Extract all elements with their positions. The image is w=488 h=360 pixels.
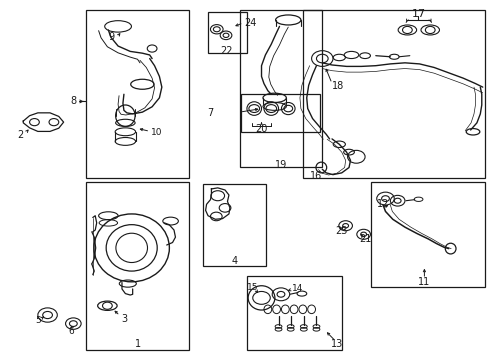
Bar <box>86 10 188 178</box>
Text: 1: 1 <box>134 339 141 349</box>
Text: 3: 3 <box>121 314 127 324</box>
Bar <box>302 10 484 178</box>
Text: 4: 4 <box>231 256 237 266</box>
Text: 21: 21 <box>358 234 370 244</box>
Text: 24: 24 <box>244 18 256 28</box>
Bar <box>207 12 246 53</box>
Text: 9: 9 <box>108 32 115 42</box>
Text: 22: 22 <box>219 46 232 56</box>
Text: 12: 12 <box>376 199 388 209</box>
Text: 20: 20 <box>255 124 267 134</box>
Bar <box>239 10 322 167</box>
Bar <box>246 276 341 350</box>
Bar <box>241 94 319 132</box>
Text: 11: 11 <box>417 277 429 287</box>
Text: 13: 13 <box>330 339 342 349</box>
Text: 10: 10 <box>151 128 163 137</box>
Text: 7: 7 <box>207 108 213 118</box>
Text: 17: 17 <box>411 9 425 19</box>
Text: 19: 19 <box>274 159 286 170</box>
Text: 16: 16 <box>310 171 322 181</box>
Text: 18: 18 <box>331 81 343 91</box>
Bar <box>370 182 484 287</box>
Bar <box>86 182 188 350</box>
Text: 14: 14 <box>291 284 303 293</box>
Text: 15: 15 <box>246 283 258 292</box>
Text: 2: 2 <box>18 130 24 140</box>
Text: 6: 6 <box>68 327 74 336</box>
Text: 23: 23 <box>335 226 347 236</box>
Text: 5: 5 <box>35 315 41 324</box>
Text: 8: 8 <box>70 96 76 107</box>
Bar <box>203 184 266 266</box>
